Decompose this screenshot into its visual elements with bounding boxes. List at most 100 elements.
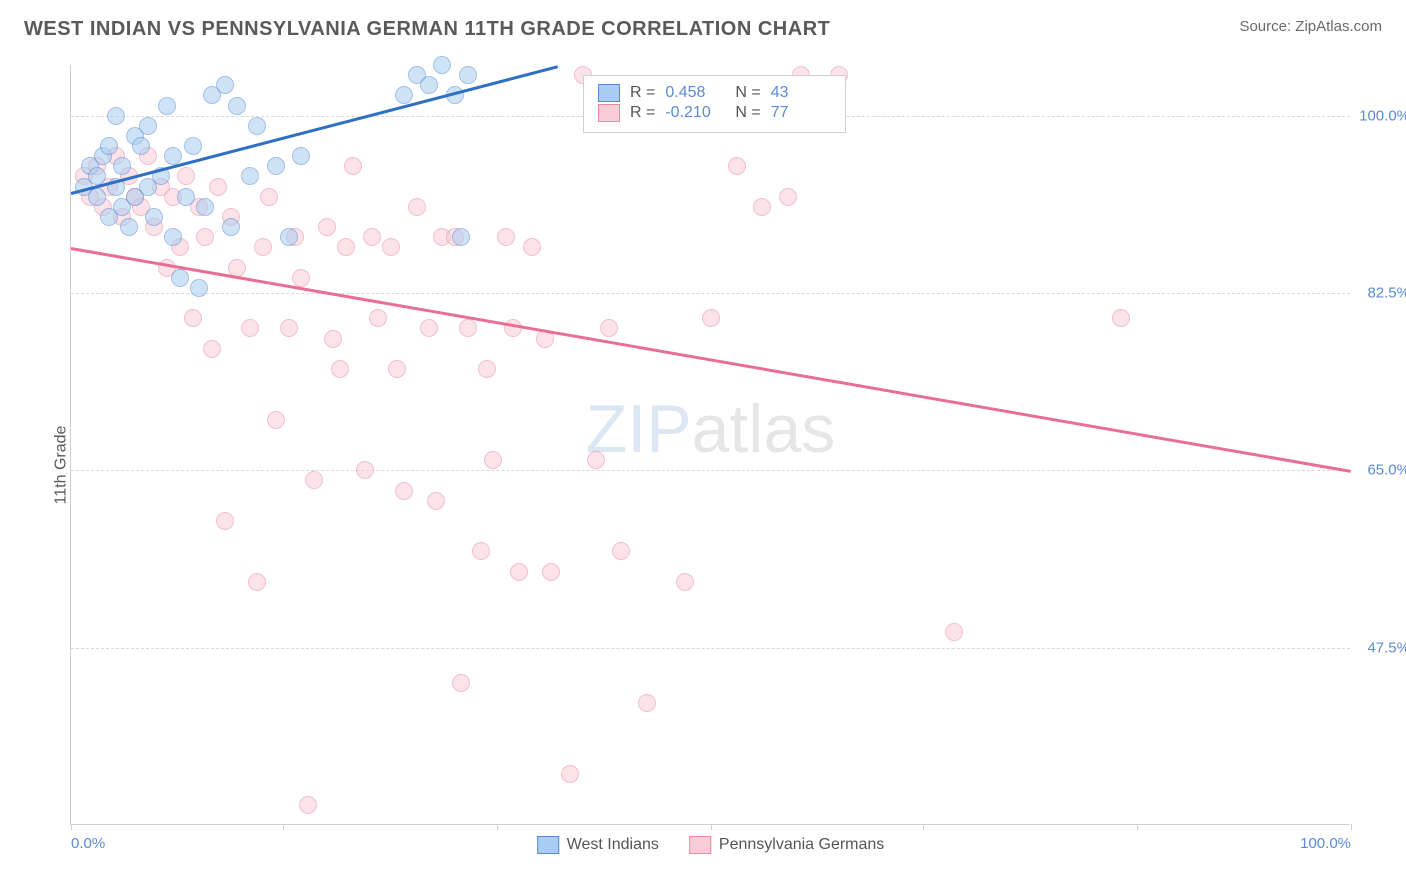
data-point bbox=[88, 188, 106, 206]
correlation-legend: R = 0.458 N = 43 R = -0.210 N = 77 bbox=[583, 75, 846, 133]
data-point bbox=[292, 147, 310, 165]
legend-swatch bbox=[537, 836, 559, 854]
data-point bbox=[702, 309, 720, 327]
data-point bbox=[164, 228, 182, 246]
data-point bbox=[299, 796, 317, 814]
legend-row: R = 0.458 N = 43 bbox=[598, 84, 831, 102]
data-point bbox=[542, 563, 560, 581]
data-point bbox=[408, 198, 426, 216]
gridline-h bbox=[71, 648, 1350, 649]
gridline-h bbox=[71, 470, 1350, 471]
legend-swatch bbox=[598, 84, 620, 102]
data-point bbox=[420, 319, 438, 337]
legend-label: West Indians bbox=[567, 836, 659, 854]
data-point bbox=[318, 218, 336, 236]
y-tick-label: 82.5% bbox=[1367, 285, 1406, 302]
data-point bbox=[344, 157, 362, 175]
data-point bbox=[452, 228, 470, 246]
data-point bbox=[369, 309, 387, 327]
trend-line bbox=[71, 247, 1351, 472]
data-point bbox=[177, 188, 195, 206]
data-point bbox=[241, 167, 259, 185]
data-point bbox=[388, 360, 406, 378]
r-value: 0.458 bbox=[665, 84, 725, 102]
data-point bbox=[196, 198, 214, 216]
x-tick-label-right: 100.0% bbox=[1300, 835, 1351, 852]
data-point bbox=[216, 512, 234, 530]
data-point bbox=[184, 309, 202, 327]
series-legend: West Indians Pennsylvania Germans bbox=[537, 836, 885, 854]
data-point bbox=[484, 451, 502, 469]
y-tick-label: 65.0% bbox=[1367, 462, 1406, 479]
legend-item: Pennsylvania Germans bbox=[689, 836, 884, 854]
data-point bbox=[1112, 309, 1130, 327]
data-point bbox=[337, 238, 355, 256]
data-point bbox=[222, 218, 240, 236]
x-tick bbox=[923, 824, 924, 830]
data-point bbox=[600, 319, 618, 337]
data-point bbox=[248, 573, 266, 591]
data-point bbox=[292, 269, 310, 287]
data-point bbox=[523, 238, 541, 256]
data-point bbox=[753, 198, 771, 216]
n-label: N = bbox=[735, 84, 760, 102]
data-point bbox=[209, 178, 227, 196]
r-label: R = bbox=[630, 84, 655, 102]
data-point bbox=[241, 319, 259, 337]
n-value: 77 bbox=[771, 104, 831, 122]
x-tick-label-left: 0.0% bbox=[71, 835, 105, 852]
x-tick bbox=[711, 824, 712, 830]
source-label: Source: ZipAtlas.com bbox=[1239, 18, 1382, 35]
data-point bbox=[612, 542, 630, 560]
data-point bbox=[120, 218, 138, 236]
gridline-h bbox=[71, 293, 1350, 294]
data-point bbox=[267, 157, 285, 175]
data-point bbox=[452, 674, 470, 692]
data-point bbox=[190, 279, 208, 297]
data-point bbox=[779, 188, 797, 206]
watermark: ZIPatlas bbox=[586, 390, 835, 468]
data-point bbox=[248, 117, 266, 135]
data-point bbox=[561, 765, 579, 783]
r-label: R = bbox=[630, 104, 655, 122]
plot-area: ZIPatlas 47.5%65.0%82.5%100.0%0.0%100.0%… bbox=[70, 65, 1350, 825]
data-point bbox=[139, 117, 157, 135]
data-point bbox=[497, 228, 515, 246]
legend-row: R = -0.210 N = 77 bbox=[598, 104, 831, 122]
data-point bbox=[113, 157, 131, 175]
data-point bbox=[132, 137, 150, 155]
watermark-part2: atlas bbox=[692, 391, 836, 467]
x-tick bbox=[1137, 824, 1138, 830]
chart-title: WEST INDIAN VS PENNSYLVANIA GERMAN 11TH … bbox=[24, 18, 830, 41]
data-point bbox=[260, 188, 278, 206]
r-value: -0.210 bbox=[665, 104, 725, 122]
data-point bbox=[363, 228, 381, 246]
data-point bbox=[638, 694, 656, 712]
chart-container: 11th Grade ZIPatlas 47.5%65.0%82.5%100.0… bbox=[30, 55, 1390, 875]
n-value: 43 bbox=[771, 84, 831, 102]
data-point bbox=[228, 97, 246, 115]
data-point bbox=[427, 492, 445, 510]
data-point bbox=[145, 208, 163, 226]
y-tick-label: 47.5% bbox=[1367, 639, 1406, 656]
data-point bbox=[324, 330, 342, 348]
data-point bbox=[100, 137, 118, 155]
data-point bbox=[420, 76, 438, 94]
x-tick bbox=[71, 824, 72, 830]
legend-swatch bbox=[598, 104, 620, 122]
data-point bbox=[158, 97, 176, 115]
y-axis-label: 11th Grade bbox=[52, 426, 70, 505]
data-point bbox=[472, 542, 490, 560]
n-label: N = bbox=[735, 104, 760, 122]
legend-item: West Indians bbox=[537, 836, 659, 854]
data-point bbox=[107, 107, 125, 125]
data-point bbox=[433, 56, 451, 74]
x-tick bbox=[283, 824, 284, 830]
data-point bbox=[184, 137, 202, 155]
data-point bbox=[177, 167, 195, 185]
y-tick-label: 100.0% bbox=[1359, 107, 1406, 124]
data-point bbox=[305, 471, 323, 489]
data-point bbox=[171, 269, 189, 287]
data-point bbox=[196, 228, 214, 246]
data-point bbox=[728, 157, 746, 175]
